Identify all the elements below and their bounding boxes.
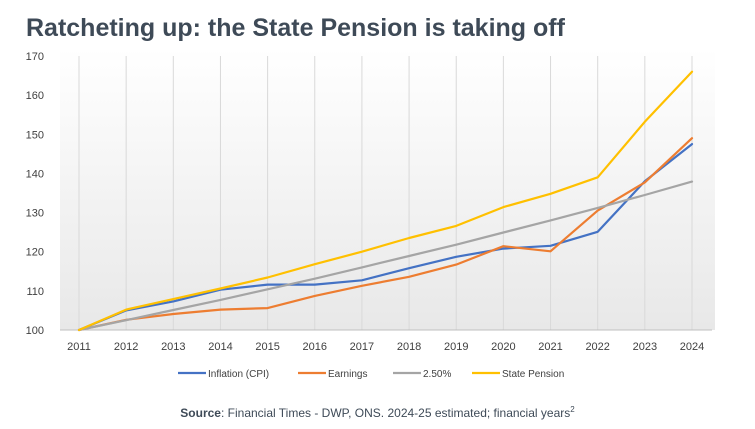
legend-label: 2.50% [423,369,451,380]
page-title: Ratcheting up: the State Pension is taki… [26,14,565,42]
x-axis: 2011 2012 2013 2014 2015 2016 2017 2018 2019 2020… [67,341,704,353]
source-note: Source: Financial Times - DWP, ONS. 2024… [0,405,755,420]
x-tick-label: 2011 [67,341,91,353]
x-tick-label: 2023 [633,341,657,353]
x-tick-label: 2015 [255,341,279,353]
x-tick-label: 2017 [350,341,374,353]
y-tick-label: 110 [26,286,44,298]
series-line-inflation-cpi- [77,143,694,332]
source-label: Source [180,406,221,420]
x-tick-label: 2021 [538,341,562,353]
y-axis: 100 110 120 130 140 150 160 170 [26,51,44,337]
x-tick-label: 2024 [680,341,704,353]
x-tick-label: 2012 [114,341,138,353]
y-tick-label: 170 [26,51,44,63]
series-line-earnings [77,137,694,332]
x-tick-label: 2018 [397,341,421,353]
y-tick-label: 130 [26,208,44,220]
x-tick-label: 2014 [208,341,232,353]
legend-item-inflation-cpi-[interactable]: Inflation (CPI) [178,369,269,380]
x-tick-label: 2020 [491,341,515,353]
legend-label: State Pension [502,369,564,380]
source-footnote: 2 [570,405,575,414]
legend-label: Inflation (CPI) [208,369,269,380]
legend-label: Earnings [328,369,367,380]
x-tick-label: 2013 [161,341,185,353]
series-lines [77,70,694,332]
legend-item-state-pension[interactable]: State Pension [472,369,564,380]
source-text: : Financial Times - DWP, ONS. 2024-25 es… [220,406,571,420]
x-tick-label: 2016 [303,341,327,353]
series-line-state-pension [77,70,694,332]
legend-item-earnings[interactable]: Earnings [298,369,367,380]
y-tick-label: 150 [26,129,44,141]
y-tick-label: 100 [26,325,44,337]
x-tick-label: 2019 [444,341,468,353]
legend-item-2-50-[interactable]: 2.50% [393,369,451,380]
x-tick-label: 2022 [585,341,609,353]
y-tick-label: 140 [26,168,44,180]
legend[interactable]: Inflation (CPI) Earnings 2.50% State Pensio… [178,369,564,380]
y-tick-label: 160 [26,90,44,102]
series-line-2-50- [77,180,694,332]
plot-area [60,48,715,330]
y-tick-label: 120 [26,247,44,259]
